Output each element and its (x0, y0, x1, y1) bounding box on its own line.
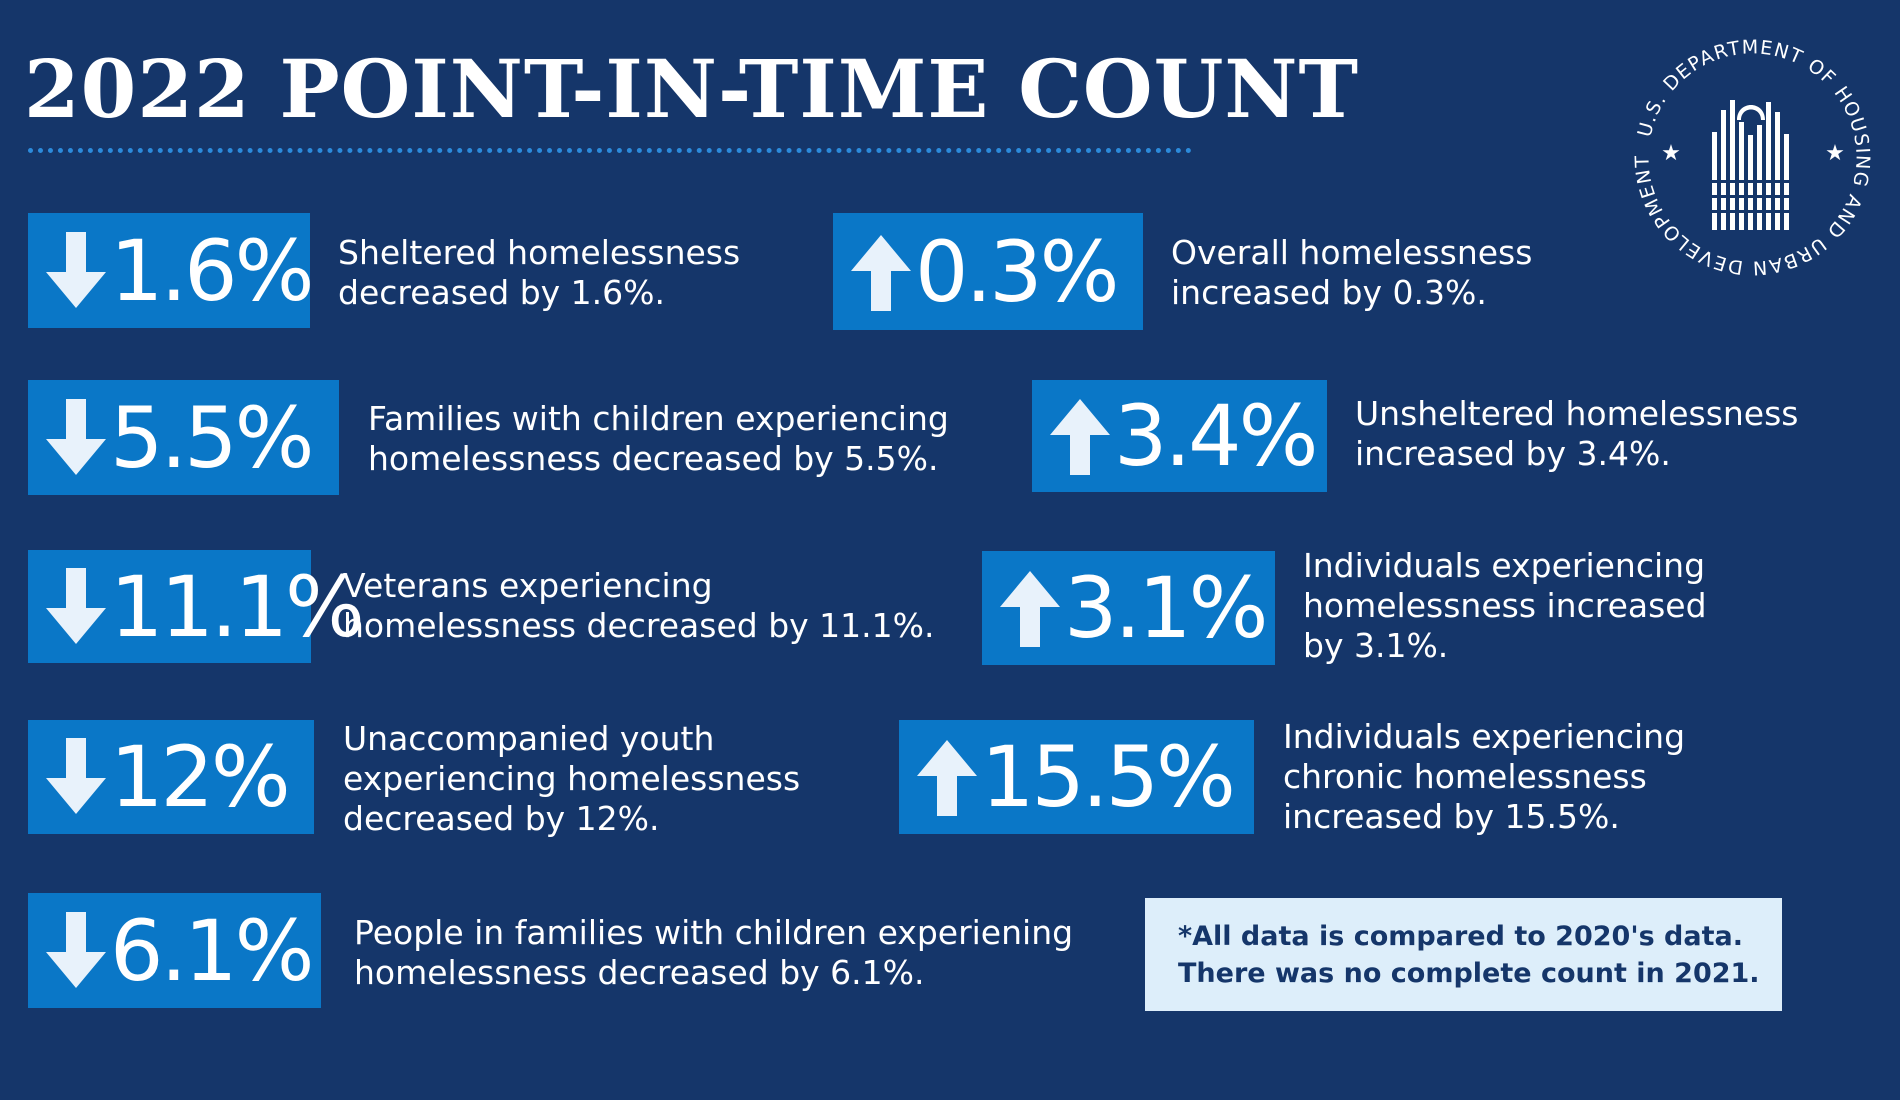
stat-description-chronic: Individuals experiencing chronic homeles… (1283, 717, 1686, 836)
seal-star-left: ★ (1661, 141, 1681, 166)
stat-box-chronic: 15.5% (899, 720, 1254, 834)
stat-value: 15.5% (981, 728, 1236, 826)
stat-value: 6.1% (110, 901, 314, 1000)
seal-star-right: ★ (1825, 141, 1845, 166)
stat-description-youth: Unaccompanied youth experiencing homeles… (343, 719, 801, 838)
stat-description-people-in-families: People in families with children experie… (354, 913, 1074, 992)
title-divider (28, 148, 1192, 153)
stat-value: 3.1% (1064, 559, 1268, 657)
arrow-down-icon (46, 911, 106, 988)
stat-description-overall: Overall homelessness increased by 0.3%. (1171, 233, 1533, 312)
stat-box-families: 5.5% (28, 380, 339, 495)
arrow-down-icon (46, 231, 106, 308)
stat-value: 5.5% (110, 388, 314, 487)
stat-box-unsheltered: 3.4% (1032, 380, 1327, 492)
stat-description-individuals: Individuals experiencing homelessness in… (1303, 546, 1707, 665)
arrow-down-icon (46, 738, 106, 814)
arrow-up-icon (917, 740, 977, 816)
arrow-up-icon (1050, 399, 1110, 475)
stat-value: 1.6% (110, 221, 314, 320)
arrow-down-icon (46, 398, 106, 475)
arrow-up-icon (1000, 571, 1060, 647)
stat-description-sheltered: Sheltered homelessness decreased by 1.6%… (338, 233, 741, 312)
stat-box-people-in-families: 6.1% (28, 893, 321, 1008)
stat-box-overall: 0.3% (833, 213, 1143, 330)
arrow-up-icon (851, 234, 911, 311)
data-footnote: *All data is compared to 2020's data. Th… (1145, 898, 1782, 1011)
page-title: 2022 POINT-IN-TIME COUNT (24, 42, 1360, 136)
arrow-down-icon (46, 567, 106, 644)
stat-box-youth: 12% (28, 720, 314, 834)
stat-description-veterans: Veterans experiencing homelessness decre… (343, 566, 935, 645)
stat-value: 0.3% (915, 222, 1119, 321)
stat-description-families: Families with children experiencing home… (368, 399, 949, 478)
stat-box-sheltered: 1.6% (28, 213, 314, 328)
hud-seal-icon: U.S. DEPARTMENT OF HOUSING AND URBAN DEV… (1631, 36, 1872, 278)
stat-description-unsheltered: Unsheltered homelessness increased by 3.… (1355, 394, 1799, 473)
stat-value: 11.1% (110, 557, 365, 656)
stat-box-individuals: 3.1% (982, 551, 1275, 665)
stat-value: 12% (110, 728, 291, 826)
stat-value: 3.4% (1114, 387, 1318, 485)
stat-box-veterans: 11.1% (28, 550, 365, 663)
